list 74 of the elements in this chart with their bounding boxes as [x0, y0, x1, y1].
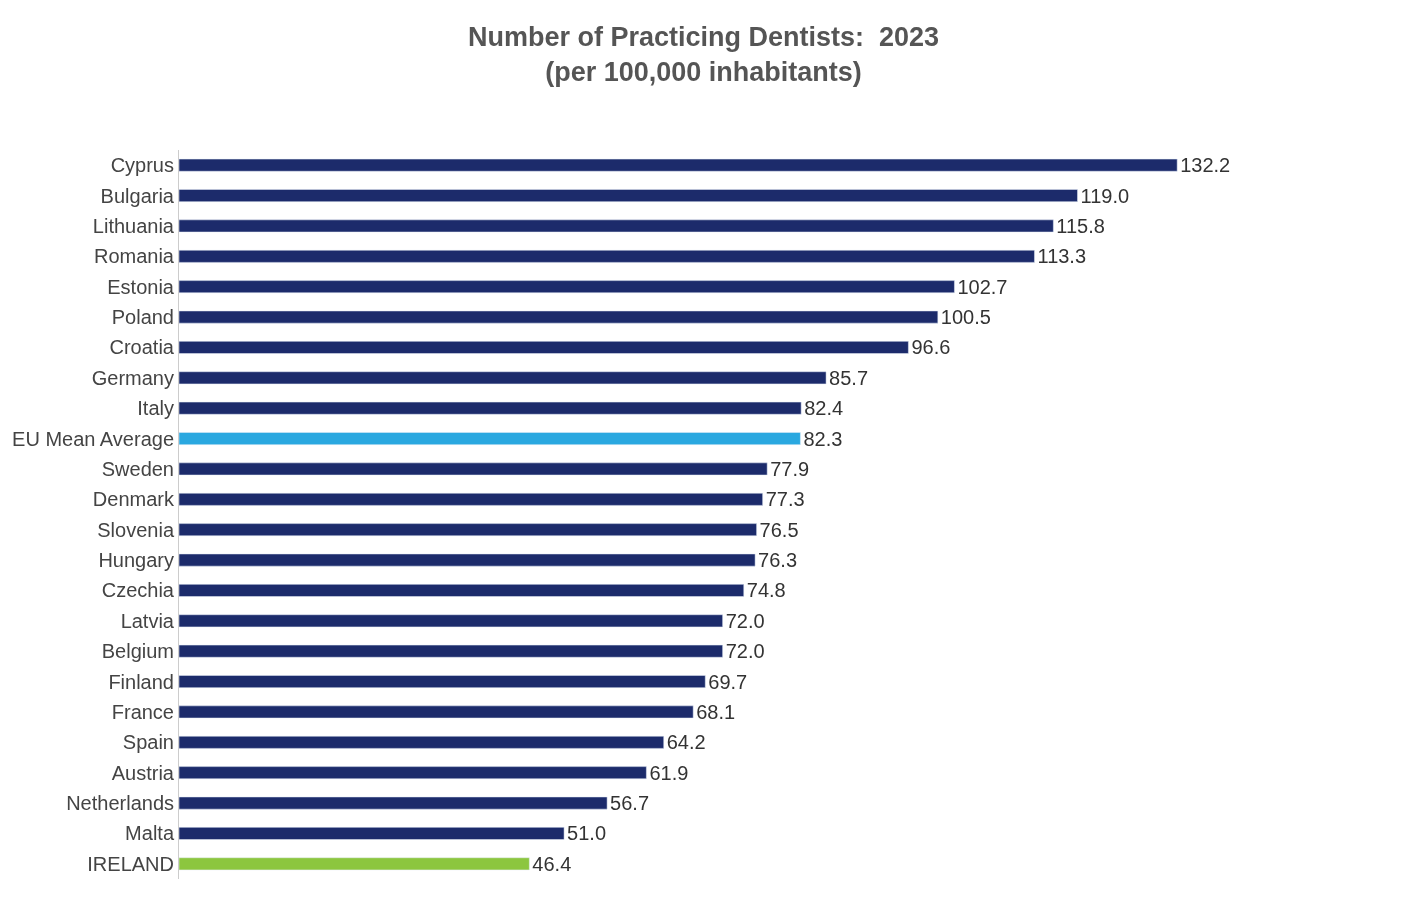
y-tick-label: Hungary — [98, 549, 174, 572]
data-label: 82.4 — [804, 397, 844, 420]
bar — [179, 796, 608, 810]
bar — [179, 462, 768, 476]
data-label: 61.9 — [649, 761, 689, 784]
bar — [179, 401, 802, 415]
bar — [179, 584, 745, 597]
y-tick-label: Estonia — [107, 275, 175, 298]
y-tick-label: Bulgaria — [100, 184, 175, 207]
data-label: 100.5 — [940, 306, 991, 329]
y-tick-label: France — [111, 700, 174, 723]
data-label: 77.3 — [765, 488, 805, 511]
bar — [179, 644, 723, 658]
bar — [179, 189, 1078, 202]
bar — [179, 371, 827, 385]
chart-subtitle: (per 100,000 inhabitants) — [545, 57, 862, 88]
bar — [179, 553, 756, 567]
bar — [179, 766, 647, 780]
bar — [179, 249, 1035, 263]
data-label: 77.9 — [770, 457, 810, 480]
data-label: 68.1 — [696, 700, 736, 723]
y-tick-label: Spain — [122, 731, 174, 754]
bar — [179, 310, 939, 324]
y-tick-label: Poland — [111, 306, 174, 329]
chart-title: Number of Practicing Dentists: 2023 — [467, 21, 940, 52]
y-tick-label: Romania — [93, 245, 175, 268]
bar — [179, 158, 1178, 172]
y-tick-label: EU Mean Average — [12, 427, 174, 450]
y-tick-label: Czechia — [101, 579, 175, 602]
data-label: 82.3 — [803, 427, 843, 450]
data-label: 115.8 — [1056, 214, 1105, 237]
bar — [179, 523, 757, 537]
y-tick-label: Netherlands — [66, 792, 174, 815]
y-tick-label: Croatia — [109, 336, 175, 359]
bar — [179, 735, 664, 749]
y-tick-label: Slovenia — [97, 518, 175, 541]
data-label: 76.3 — [758, 549, 798, 572]
y-tick-label: Belgium — [101, 640, 174, 663]
bar — [179, 432, 801, 445]
data-label: 46.4 — [532, 852, 572, 875]
data-label: 132.2 — [1180, 154, 1231, 177]
bar — [179, 705, 694, 719]
y-tick-label: Austria — [111, 761, 175, 784]
data-label: 64.2 — [666, 731, 706, 754]
data-label: 69.7 — [708, 670, 748, 693]
data-label: 56.7 — [610, 792, 650, 815]
y-tick-label: Cyprus — [110, 154, 174, 177]
y-tick-label: Malta — [125, 822, 175, 845]
bar — [179, 614, 723, 628]
data-label: 96.6 — [911, 336, 951, 359]
y-tick-label: Italy — [137, 397, 174, 420]
data-label: 85.7 — [829, 366, 869, 389]
y-tick-label: Finland — [108, 670, 174, 693]
bar — [179, 280, 955, 294]
data-label: 113.3 — [1037, 245, 1087, 268]
y-tick-label: IRELAND — [87, 852, 174, 875]
bar — [179, 492, 763, 506]
data-label: 72.0 — [725, 640, 765, 663]
data-label: 51.0 — [567, 822, 607, 845]
data-label: 74.8 — [746, 579, 786, 602]
data-label: 72.0 — [725, 609, 765, 632]
y-tick-label: Latvia — [120, 609, 175, 632]
bar — [179, 857, 530, 871]
y-tick-label: Lithuania — [92, 214, 175, 237]
bar — [179, 219, 1054, 233]
bar — [179, 675, 706, 688]
y-tick-label: Sweden — [101, 457, 174, 480]
data-label: 102.7 — [957, 275, 1008, 298]
bar — [179, 827, 565, 840]
data-label: 76.5 — [759, 518, 799, 541]
bar — [179, 341, 909, 354]
y-tick-label: Germany — [91, 366, 174, 389]
y-tick-label: Denmark — [92, 488, 175, 511]
data-label: 119.0 — [1080, 184, 1130, 207]
